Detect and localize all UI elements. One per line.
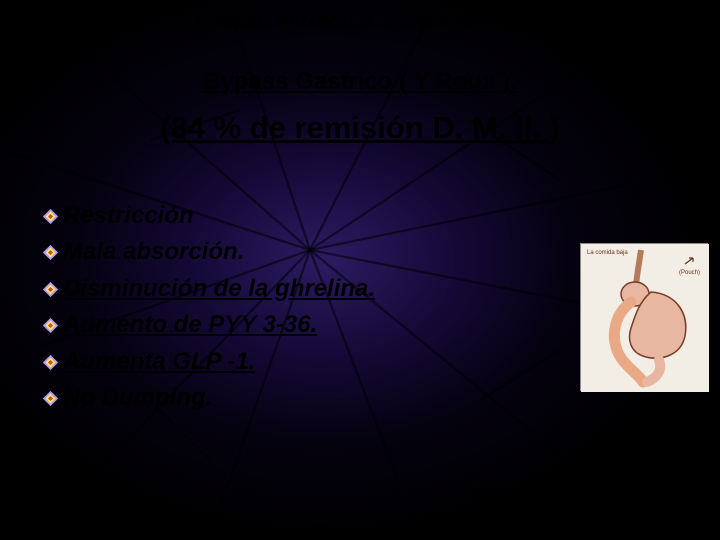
diamond-bullet-icon	[42, 390, 59, 407]
gastric-bypass-diagram: La comida baja (Pouch)	[580, 243, 708, 391]
bullet-item: No Dumping.	[42, 382, 542, 414]
bullet-item: Aumenta GLP -1.	[42, 346, 542, 378]
bullet-text: Aumenta GLP -1.	[63, 346, 255, 378]
diamond-bullet-icon	[42, 317, 59, 334]
bullet-text: Aumento de PYY 3-36.	[63, 309, 317, 341]
bullet-item: Restricción	[42, 200, 542, 232]
citation-text: Buchwald et al . JAMA 2	[468, 480, 720, 506]
bullet-list: Restricción Mala absorción. Disminución de…	[42, 200, 542, 418]
diamond-bullet-icon	[42, 281, 59, 298]
page-number: 87	[699, 521, 710, 532]
bullet-item: Aumento de PYY 3-36.	[42, 309, 542, 341]
slide-title-line2: (84 % de remisión D. M. II. )	[0, 110, 720, 146]
slide-title-line1: Bypass Gastrico ( Y Roux ).	[0, 68, 720, 96]
bullet-text: Restricción	[63, 200, 194, 232]
svg-text:(Pouch): (Pouch)	[679, 270, 700, 276]
bullet-text: Mala absorción.	[63, 236, 244, 268]
bullet-item: Mala absorción.	[42, 236, 542, 268]
bullet-item: Disminución de la ghrelina.	[42, 273, 542, 305]
diagram-label: La comida baja	[587, 250, 628, 256]
slide-header: LA CIRUGÍA METABÓLICA. D. II Situación a…	[0, 14, 720, 31]
bullet-text: No Dumping.	[63, 382, 212, 414]
diamond-bullet-icon	[42, 354, 59, 371]
bullet-text: Disminución de la ghrelina.	[63, 273, 375, 305]
diamond-bullet-icon	[42, 244, 59, 261]
diamond-bullet-icon	[42, 208, 59, 225]
slide: LA CIRUGÍA METABÓLICA. D. II Situación a…	[0, 0, 720, 540]
